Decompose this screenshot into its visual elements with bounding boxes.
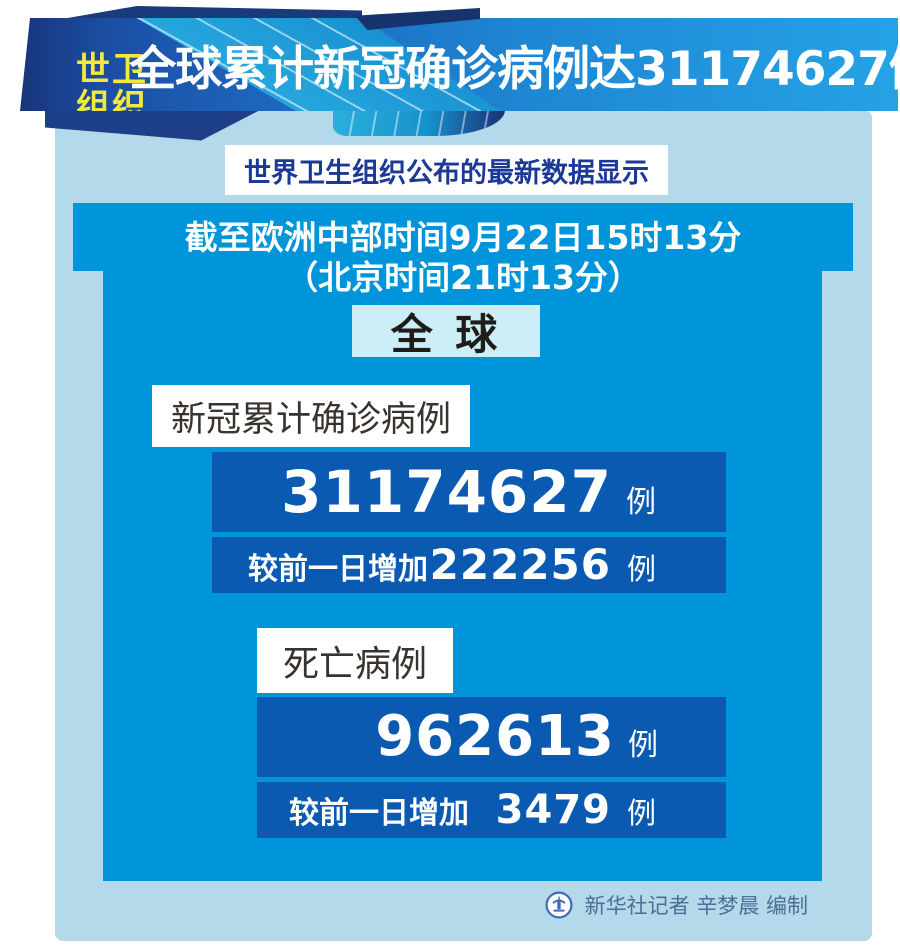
deaths-increase-value: 3479 [495,787,611,833]
who-badge-line1: 世卫 [76,50,148,90]
confirmed-total-box: 31174627 例 [212,452,726,532]
region-label-box: 全 球 [352,305,540,359]
deaths-total-unit: 例 [628,728,658,763]
who-badge-line2: 组织 [76,87,148,112]
deaths-increase-label: 较前一日增加 [289,796,469,831]
confirmed-increase-group: 222256 例 [430,537,656,597]
timestamp-line1: 截至欧洲中部时间9月22日15时13分 [184,218,742,257]
confirmed-label: 新冠累计确诊病例 [170,399,451,440]
xinhua-logo-icon [545,891,573,919]
who-badge: 世卫 组织 [76,50,148,112]
credit-text: 新华社记者 辛梦晨 编制 [584,894,808,918]
panel-top-band [73,203,853,271]
timestamp-block: 截至欧洲中部时间9月22日15时13分 （北京时间21时13分） [73,218,853,298]
deaths-label: 死亡病例 [282,643,427,685]
source-note-box: 世界卫生组织公布的最新数据显示 [225,145,668,195]
confirmed-label-box: 新冠累计确诊病例 [152,385,470,447]
headline-title: 全球累计新冠确诊病例达31174627例 [129,42,898,97]
deaths-increase-box: 较前一日增加 3479 例 [257,782,726,838]
deaths-increase-unit: 例 [626,796,656,830]
footer-credit-bar: 新华社记者 辛梦晨 编制 [55,886,872,924]
deaths-total-box: 962613 例 [257,697,726,777]
source-note-text: 世界卫生组织公布的最新数据显示 [244,157,649,189]
timestamp-line2: （北京时间21时13分） [285,258,641,297]
confirmed-total-value: 31174627 [281,458,612,526]
deaths-total-value: 962613 [375,704,615,769]
header-banner: 世卫 组织 全球累计新冠确诊病例达31174627例 [20,18,898,111]
deaths-label-box: 死亡病例 [257,628,453,693]
region-label: 全 球 [390,309,502,359]
confirmed-increase-unit: 例 [626,552,656,586]
confirmed-increase-box: 较前一日增加 222256 例 [212,537,726,593]
deaths-increase-group: 3479 例 [496,782,656,841]
ribbon-back-fold [62,6,362,19]
confirmed-increase-value: 222256 [429,540,611,589]
confirmed-increase-label: 较前一日增加 [248,552,428,587]
confirmed-total-unit: 例 [626,485,656,520]
